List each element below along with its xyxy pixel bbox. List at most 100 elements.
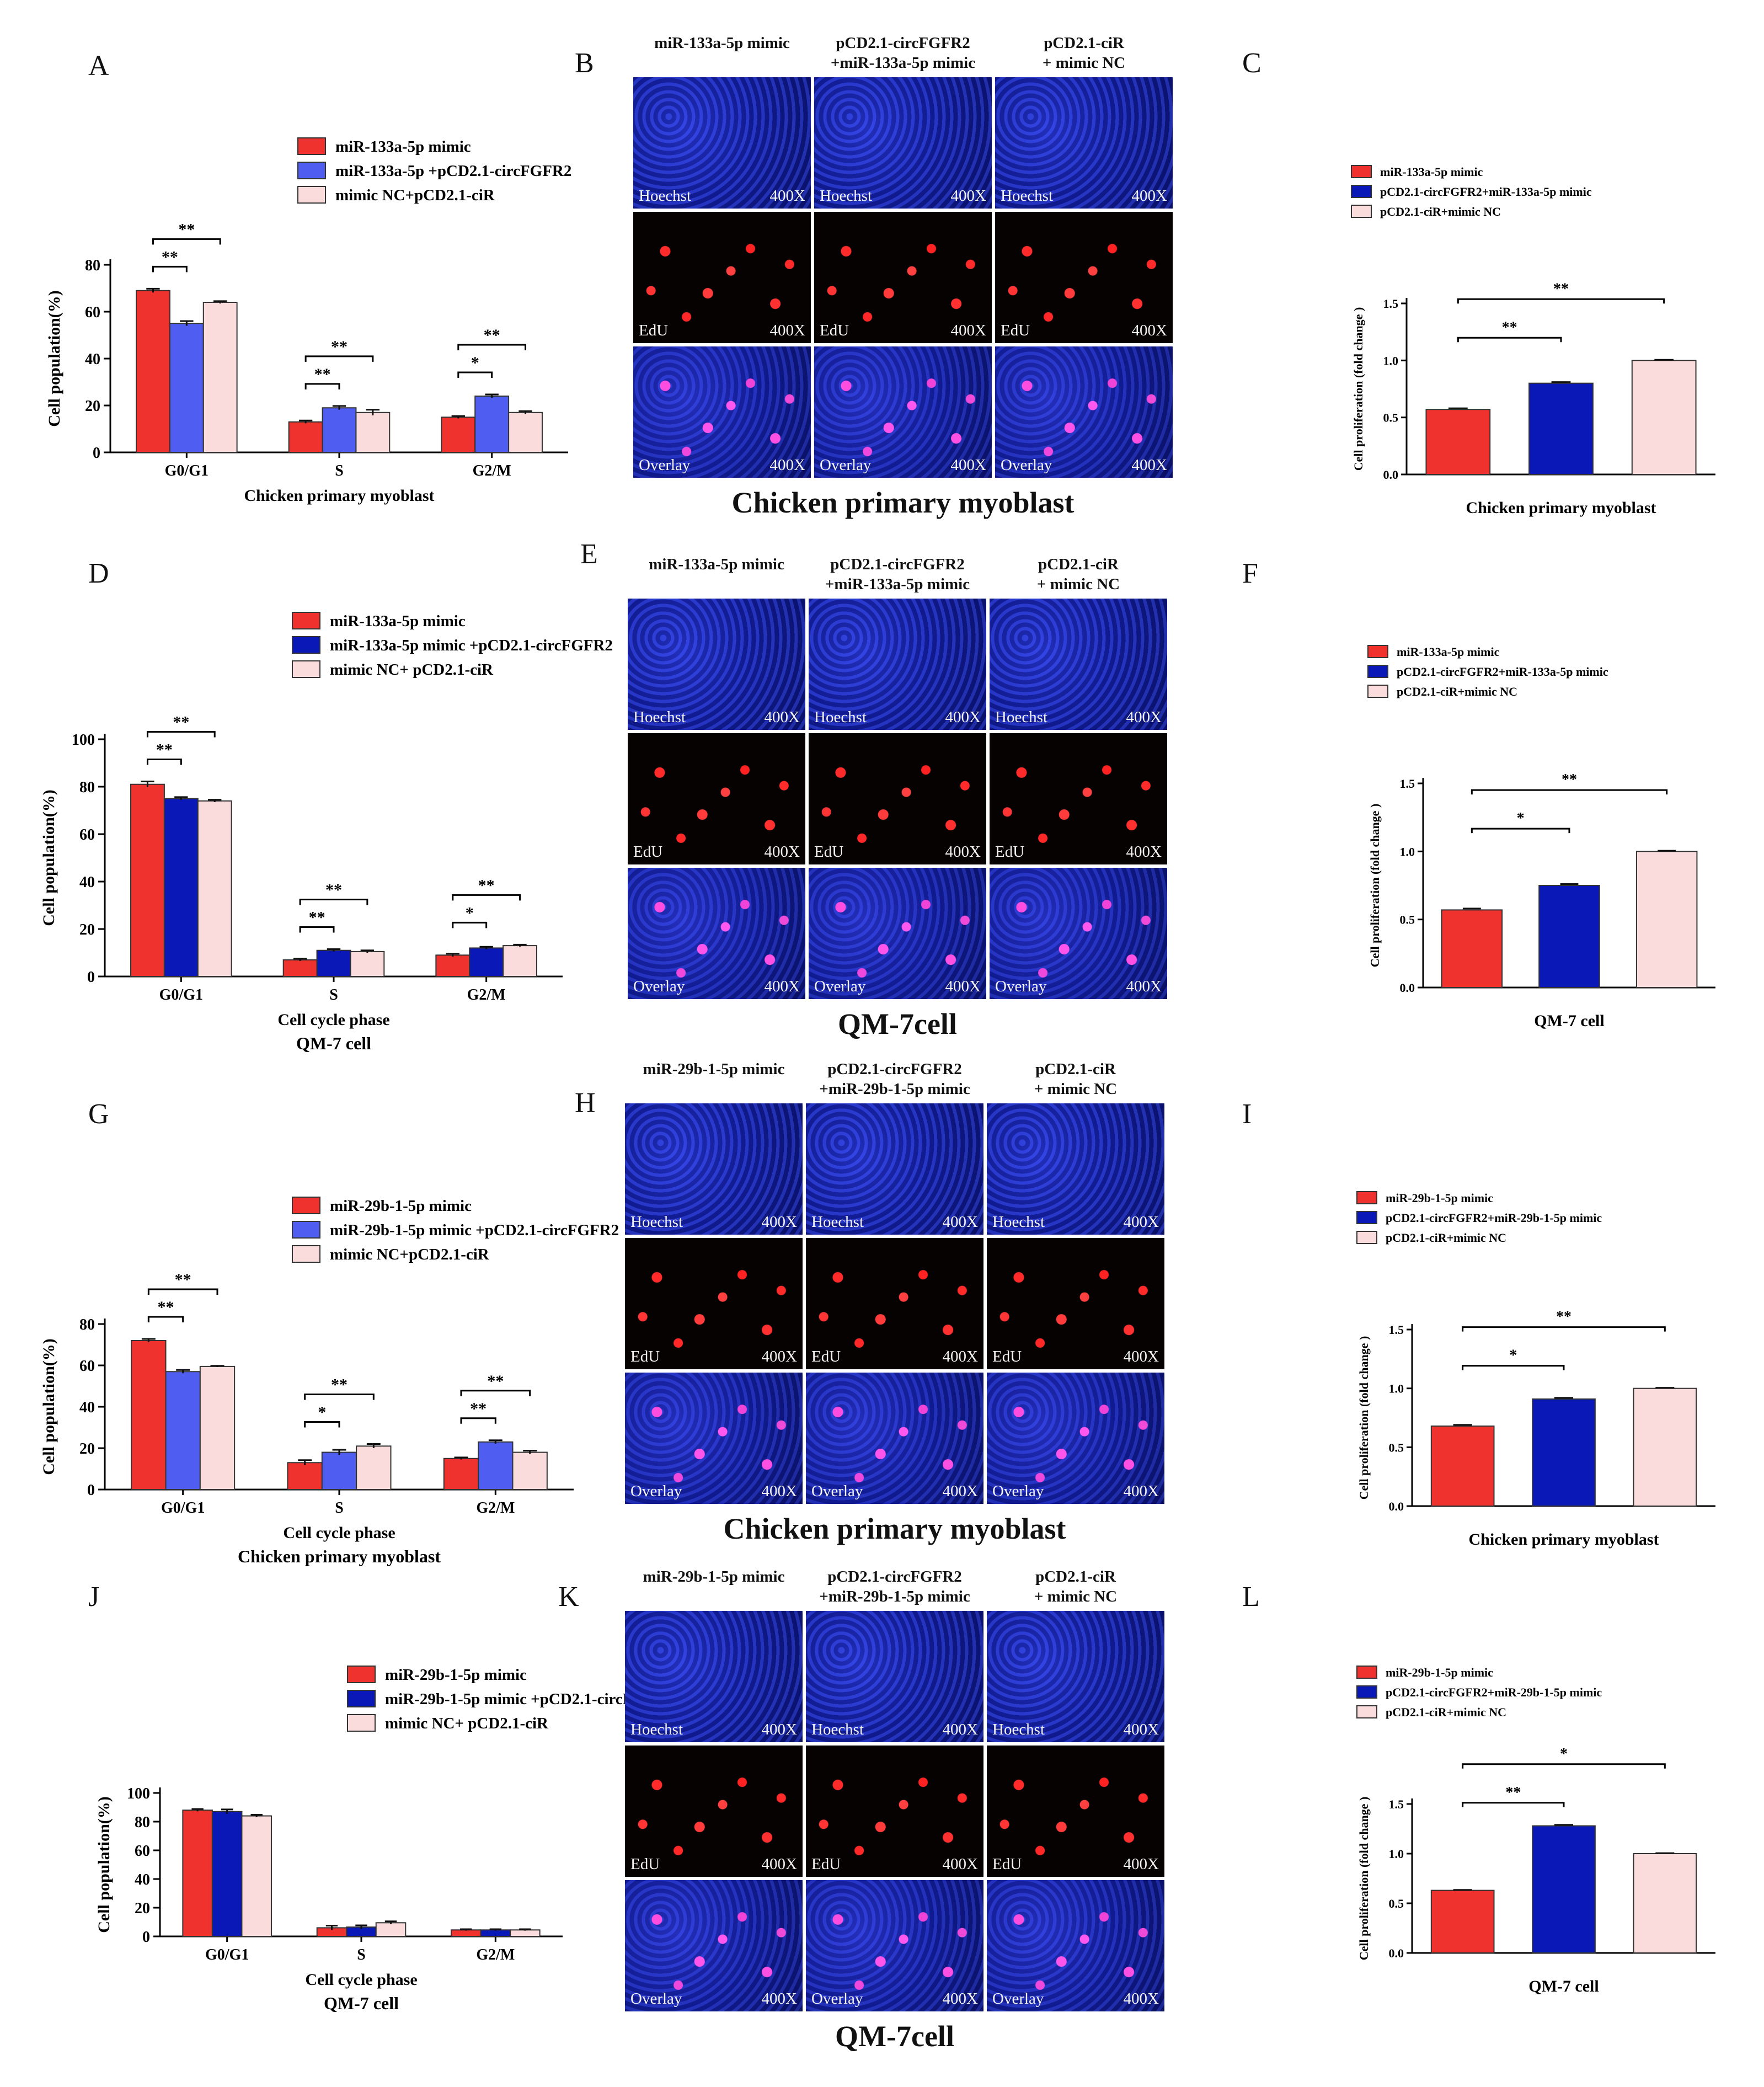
hoechst-image: Hoechst 400X (633, 77, 811, 209)
y-tick-label: 40 (79, 1399, 95, 1416)
y-tick-label: 20 (79, 1440, 95, 1458)
y-tick-label: 40 (85, 351, 100, 368)
bar (197, 800, 232, 977)
bar (199, 1365, 236, 1490)
chart-g: miR-29b-1-5p mimic miR-29b-1-5p mimic +pC… (40, 1197, 619, 1566)
legend-swatch (1367, 645, 1388, 658)
significance-bracket (304, 355, 374, 362)
magnification-label: 400X (761, 1855, 797, 1873)
panel-letter-k: K (558, 1581, 579, 1613)
overlay-image: Overlay 400X (625, 1373, 803, 1504)
bar (288, 421, 323, 453)
bar (165, 1371, 201, 1490)
significance-mark: ** (484, 326, 500, 344)
significance-mark: ** (470, 1400, 487, 1418)
bar (1532, 1825, 1596, 1953)
significance-mark: * (1517, 810, 1525, 827)
x-axis-label: Cell cycle phase (277, 1011, 389, 1029)
y-axis-label: Cell population(%) (40, 789, 58, 926)
bar (202, 302, 238, 453)
significance-mark: ** (1505, 1784, 1521, 1801)
bar (136, 290, 170, 453)
bar (375, 1922, 407, 1937)
micro-column-header: pCD2.1-ciR + mimic NC (1034, 1060, 1118, 1098)
stain-label: Overlay (811, 1482, 863, 1500)
stain-label: EdU (1001, 322, 1030, 339)
bar (1528, 382, 1594, 475)
bar (1441, 909, 1503, 988)
bar (1633, 1387, 1697, 1507)
magnification-label: 400X (1131, 187, 1167, 205)
stain-label: Overlay (992, 1482, 1044, 1500)
panel-letter-f: F (1242, 558, 1258, 589)
bar (480, 1929, 511, 1937)
significance-mark: ** (309, 909, 325, 927)
y-axis-label: Cell proliferation (fold change ) (1357, 1336, 1371, 1500)
y-tick-label: 0.0 (1383, 468, 1399, 482)
stain-label: Overlay (814, 978, 866, 995)
overlay-image: Overlay 400X (814, 346, 992, 478)
chart-subtitle: QM-7 cell (296, 1033, 371, 1053)
y-axis-label: Cell population(%) (45, 290, 63, 427)
legend-label: miR-29b-1-5p mimic +pCD2.1-circFGFR2 (330, 1221, 619, 1239)
legend-swatch (1356, 1705, 1377, 1718)
stain-label: Overlay (995, 978, 1047, 995)
stain-label: Hoechst (995, 708, 1048, 726)
significance-bracket (304, 383, 340, 389)
y-tick-label: 40 (79, 874, 95, 891)
magnification-label: 400X (1126, 978, 1162, 995)
bar (282, 959, 318, 978)
y-tick-label: 60 (79, 1358, 95, 1375)
stain-label: Overlay (820, 456, 872, 474)
bar (441, 417, 476, 453)
x-tick-label: G2/M (467, 986, 506, 1004)
legend-swatch (347, 1690, 376, 1707)
micro-column-header: miR-29b-1-5p mimic (643, 1060, 785, 1078)
magnification-label: 400X (942, 1990, 978, 2008)
x-axis-label: QM-7 cell (1534, 1012, 1604, 1030)
legend-swatch (347, 1714, 376, 1732)
significance-bracket (1462, 1802, 1565, 1807)
bar (1635, 851, 1698, 989)
bar (510, 1929, 541, 1937)
legend-label: miR-133a-5p mimic (330, 612, 466, 630)
panel-letter-h: H (575, 1087, 596, 1119)
legend-label: miR-29b-1-5p mimic (1386, 1666, 1493, 1679)
x-axis-label: QM-7 cell (1528, 1977, 1599, 1995)
panel-letter-c: C (1242, 47, 1261, 79)
overlay-image: Overlay 400X (628, 868, 805, 999)
legend-label: pCD2.1-circFGFR2+miR-29b-1-5p mimic (1386, 1685, 1602, 1699)
x-tick-label: S (335, 462, 344, 479)
y-axis-label: Cell proliferation (fold change ) (1357, 1797, 1371, 1961)
stain-label: Overlay (630, 1482, 682, 1500)
y-tick-label: 60 (79, 826, 95, 844)
stain-label: Hoechst (630, 1721, 683, 1738)
stain-label: Hoechst (633, 708, 686, 726)
magnification-label: 400X (769, 187, 805, 205)
y-tick-label: 0.5 (1389, 1897, 1404, 1910)
magnification-label: 400X (764, 978, 800, 995)
bar (503, 945, 537, 977)
stain-label: Hoechst (811, 1213, 864, 1231)
bar (241, 1815, 272, 1937)
micro-panel-title: QM-7cell (835, 2020, 954, 2053)
micro-panel-title: QM-7cell (838, 1007, 957, 1040)
legend-swatch (292, 660, 320, 678)
bar (163, 798, 199, 977)
panel-letter-l: L (1242, 1581, 1260, 1613)
stain-label: Overlay (639, 456, 691, 474)
stain-label: Hoechst (1001, 187, 1054, 205)
stain-label: Hoechst (992, 1721, 1045, 1738)
edu-image: EdU 400X (625, 1238, 803, 1369)
significance-bracket (146, 759, 182, 765)
significance-bracket (152, 265, 188, 273)
edu-image: EdU 400X (814, 212, 992, 343)
bar (1425, 409, 1491, 476)
micro-column-header: miR-133a-5p mimic (654, 34, 790, 52)
hoechst-image: Hoechst 400X (814, 77, 992, 209)
y-axis-label: Cell population(%) (40, 1338, 58, 1475)
legend-label: miR-133a-5p mimic (1397, 645, 1500, 659)
overlay-image: Overlay 400X (806, 1373, 983, 1504)
micro-b: miR-133a-5p mimic pCD2.1-circFGFR2 +miR-1… (633, 33, 1174, 519)
legend-label: mimic NC+pCD2.1-ciR (335, 186, 495, 204)
